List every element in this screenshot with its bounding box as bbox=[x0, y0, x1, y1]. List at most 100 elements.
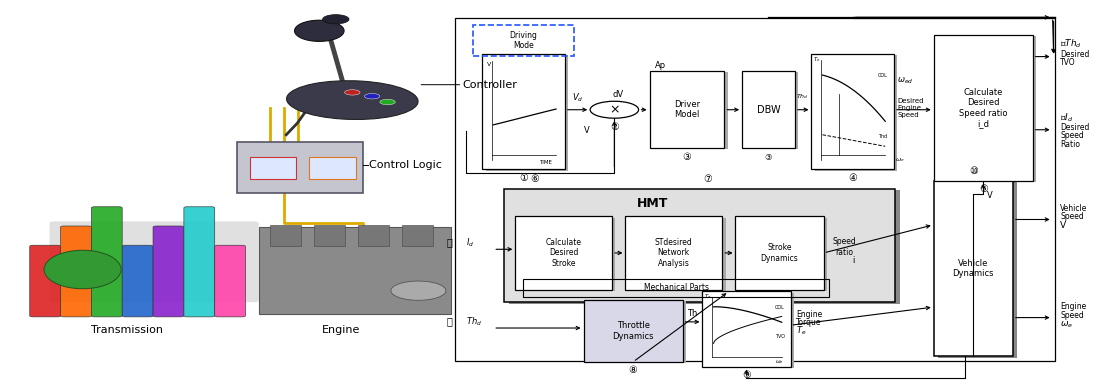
Bar bbox=[402, 225, 433, 246]
Text: Th: Th bbox=[687, 309, 698, 318]
Bar bbox=[735, 216, 824, 290]
Bar bbox=[745, 72, 798, 149]
Text: Speed: Speed bbox=[1060, 311, 1084, 320]
Text: $I_d$: $I_d$ bbox=[466, 236, 473, 249]
Text: i: i bbox=[852, 256, 854, 264]
Text: Desired: Desired bbox=[1060, 50, 1090, 59]
Circle shape bbox=[364, 94, 380, 99]
Bar bbox=[811, 54, 894, 169]
Text: $T_e$: $T_e$ bbox=[814, 55, 820, 64]
Bar bbox=[250, 157, 296, 179]
FancyBboxPatch shape bbox=[153, 226, 184, 317]
Bar bbox=[259, 227, 451, 314]
Text: Calculate
Desired
Stroke: Calculate Desired Stroke bbox=[546, 238, 581, 268]
Bar bbox=[587, 301, 686, 363]
Text: TVO: TVO bbox=[1060, 58, 1076, 67]
Bar bbox=[519, 218, 615, 291]
Bar bbox=[314, 225, 345, 246]
Text: ④: ④ bbox=[849, 173, 857, 183]
Text: $T_e$: $T_e$ bbox=[705, 292, 711, 301]
Bar bbox=[629, 218, 726, 291]
Bar bbox=[938, 182, 1017, 358]
Ellipse shape bbox=[286, 81, 418, 119]
Text: DBW: DBW bbox=[756, 105, 781, 115]
Text: ⓒ: ⓒ bbox=[446, 316, 453, 326]
Text: ⑩: ⑩ bbox=[969, 166, 978, 176]
Bar bbox=[309, 157, 356, 179]
Bar bbox=[523, 279, 829, 297]
Text: ③: ③ bbox=[765, 153, 772, 162]
Bar bbox=[482, 54, 565, 169]
Bar bbox=[702, 291, 791, 367]
Bar bbox=[504, 189, 895, 302]
Text: $ω_e$: $ω_e$ bbox=[775, 358, 784, 366]
Bar bbox=[934, 181, 1013, 356]
Text: Driving
Mode: Driving Mode bbox=[510, 31, 537, 50]
Text: V: V bbox=[1060, 221, 1067, 230]
Text: V: V bbox=[584, 126, 590, 135]
FancyBboxPatch shape bbox=[122, 245, 153, 317]
Text: Desired
Engine
Speed: Desired Engine Speed bbox=[897, 98, 924, 118]
FancyBboxPatch shape bbox=[61, 226, 91, 317]
Text: Ratio: Ratio bbox=[1060, 140, 1080, 149]
Text: Transmission: Transmission bbox=[90, 325, 163, 335]
Text: Engine: Engine bbox=[796, 310, 822, 319]
Text: ⑥: ⑥ bbox=[531, 174, 539, 184]
Text: ⑦: ⑦ bbox=[704, 174, 712, 184]
Bar bbox=[509, 190, 900, 304]
Text: Controller: Controller bbox=[462, 80, 517, 90]
Text: ②: ② bbox=[610, 122, 619, 132]
Text: ③: ③ bbox=[683, 152, 691, 162]
Text: STdesired
Network
Analysis: STdesired Network Analysis bbox=[655, 238, 693, 268]
Text: TVO: TVO bbox=[775, 334, 785, 339]
Text: ⑤: ⑤ bbox=[979, 184, 988, 194]
Text: $ω_{ed}$: $ω_{ed}$ bbox=[897, 76, 914, 86]
Bar bbox=[934, 35, 1033, 181]
Bar bbox=[653, 72, 728, 149]
Text: Vehicle
Dynamics: Vehicle Dynamics bbox=[952, 259, 994, 278]
Text: V: V bbox=[986, 191, 992, 200]
Bar bbox=[625, 216, 722, 290]
Text: $Th_d$: $Th_d$ bbox=[466, 315, 482, 328]
Text: Driver
Model: Driver Model bbox=[674, 100, 700, 119]
Text: Engine: Engine bbox=[1060, 302, 1087, 311]
Text: ⑧: ⑧ bbox=[629, 365, 637, 375]
Text: COL: COL bbox=[775, 305, 785, 310]
Text: TIME: TIME bbox=[538, 160, 552, 165]
Text: ⓐ$Th_d$: ⓐ$Th_d$ bbox=[1060, 38, 1082, 50]
FancyBboxPatch shape bbox=[30, 245, 61, 317]
Text: ×: × bbox=[609, 103, 620, 116]
Bar bbox=[515, 216, 612, 290]
Circle shape bbox=[590, 101, 639, 118]
Text: COL: COL bbox=[877, 73, 887, 78]
Text: HMT: HMT bbox=[637, 197, 668, 210]
Bar bbox=[815, 55, 897, 171]
Text: Engine: Engine bbox=[323, 325, 360, 335]
Bar bbox=[473, 25, 574, 56]
Text: $ω_e$: $ω_e$ bbox=[1060, 319, 1073, 330]
FancyBboxPatch shape bbox=[50, 221, 259, 302]
Text: dV: dV bbox=[612, 90, 623, 99]
Text: Control Logic: Control Logic bbox=[369, 160, 442, 170]
Text: ⓑ$I_d$: ⓑ$I_d$ bbox=[1060, 111, 1073, 124]
FancyBboxPatch shape bbox=[215, 245, 246, 317]
Bar bbox=[706, 293, 794, 368]
Bar bbox=[650, 71, 724, 148]
Bar bbox=[270, 225, 301, 246]
Text: $V_d$: $V_d$ bbox=[571, 91, 584, 104]
Circle shape bbox=[345, 90, 360, 95]
Bar bbox=[739, 218, 827, 291]
Text: Speed: Speed bbox=[1060, 213, 1084, 221]
Bar bbox=[455, 18, 1055, 361]
FancyBboxPatch shape bbox=[91, 207, 122, 317]
Text: V: V bbox=[487, 62, 491, 67]
Bar bbox=[237, 142, 363, 192]
Text: $Th_d$: $Th_d$ bbox=[796, 92, 808, 101]
Bar bbox=[584, 300, 683, 362]
Bar bbox=[742, 71, 795, 148]
Text: ⓑ: ⓑ bbox=[446, 238, 453, 248]
Text: Torque: Torque bbox=[796, 318, 821, 327]
Circle shape bbox=[323, 15, 349, 24]
FancyBboxPatch shape bbox=[184, 207, 215, 317]
Text: Stroke
Dynamics: Stroke Dynamics bbox=[761, 243, 798, 263]
